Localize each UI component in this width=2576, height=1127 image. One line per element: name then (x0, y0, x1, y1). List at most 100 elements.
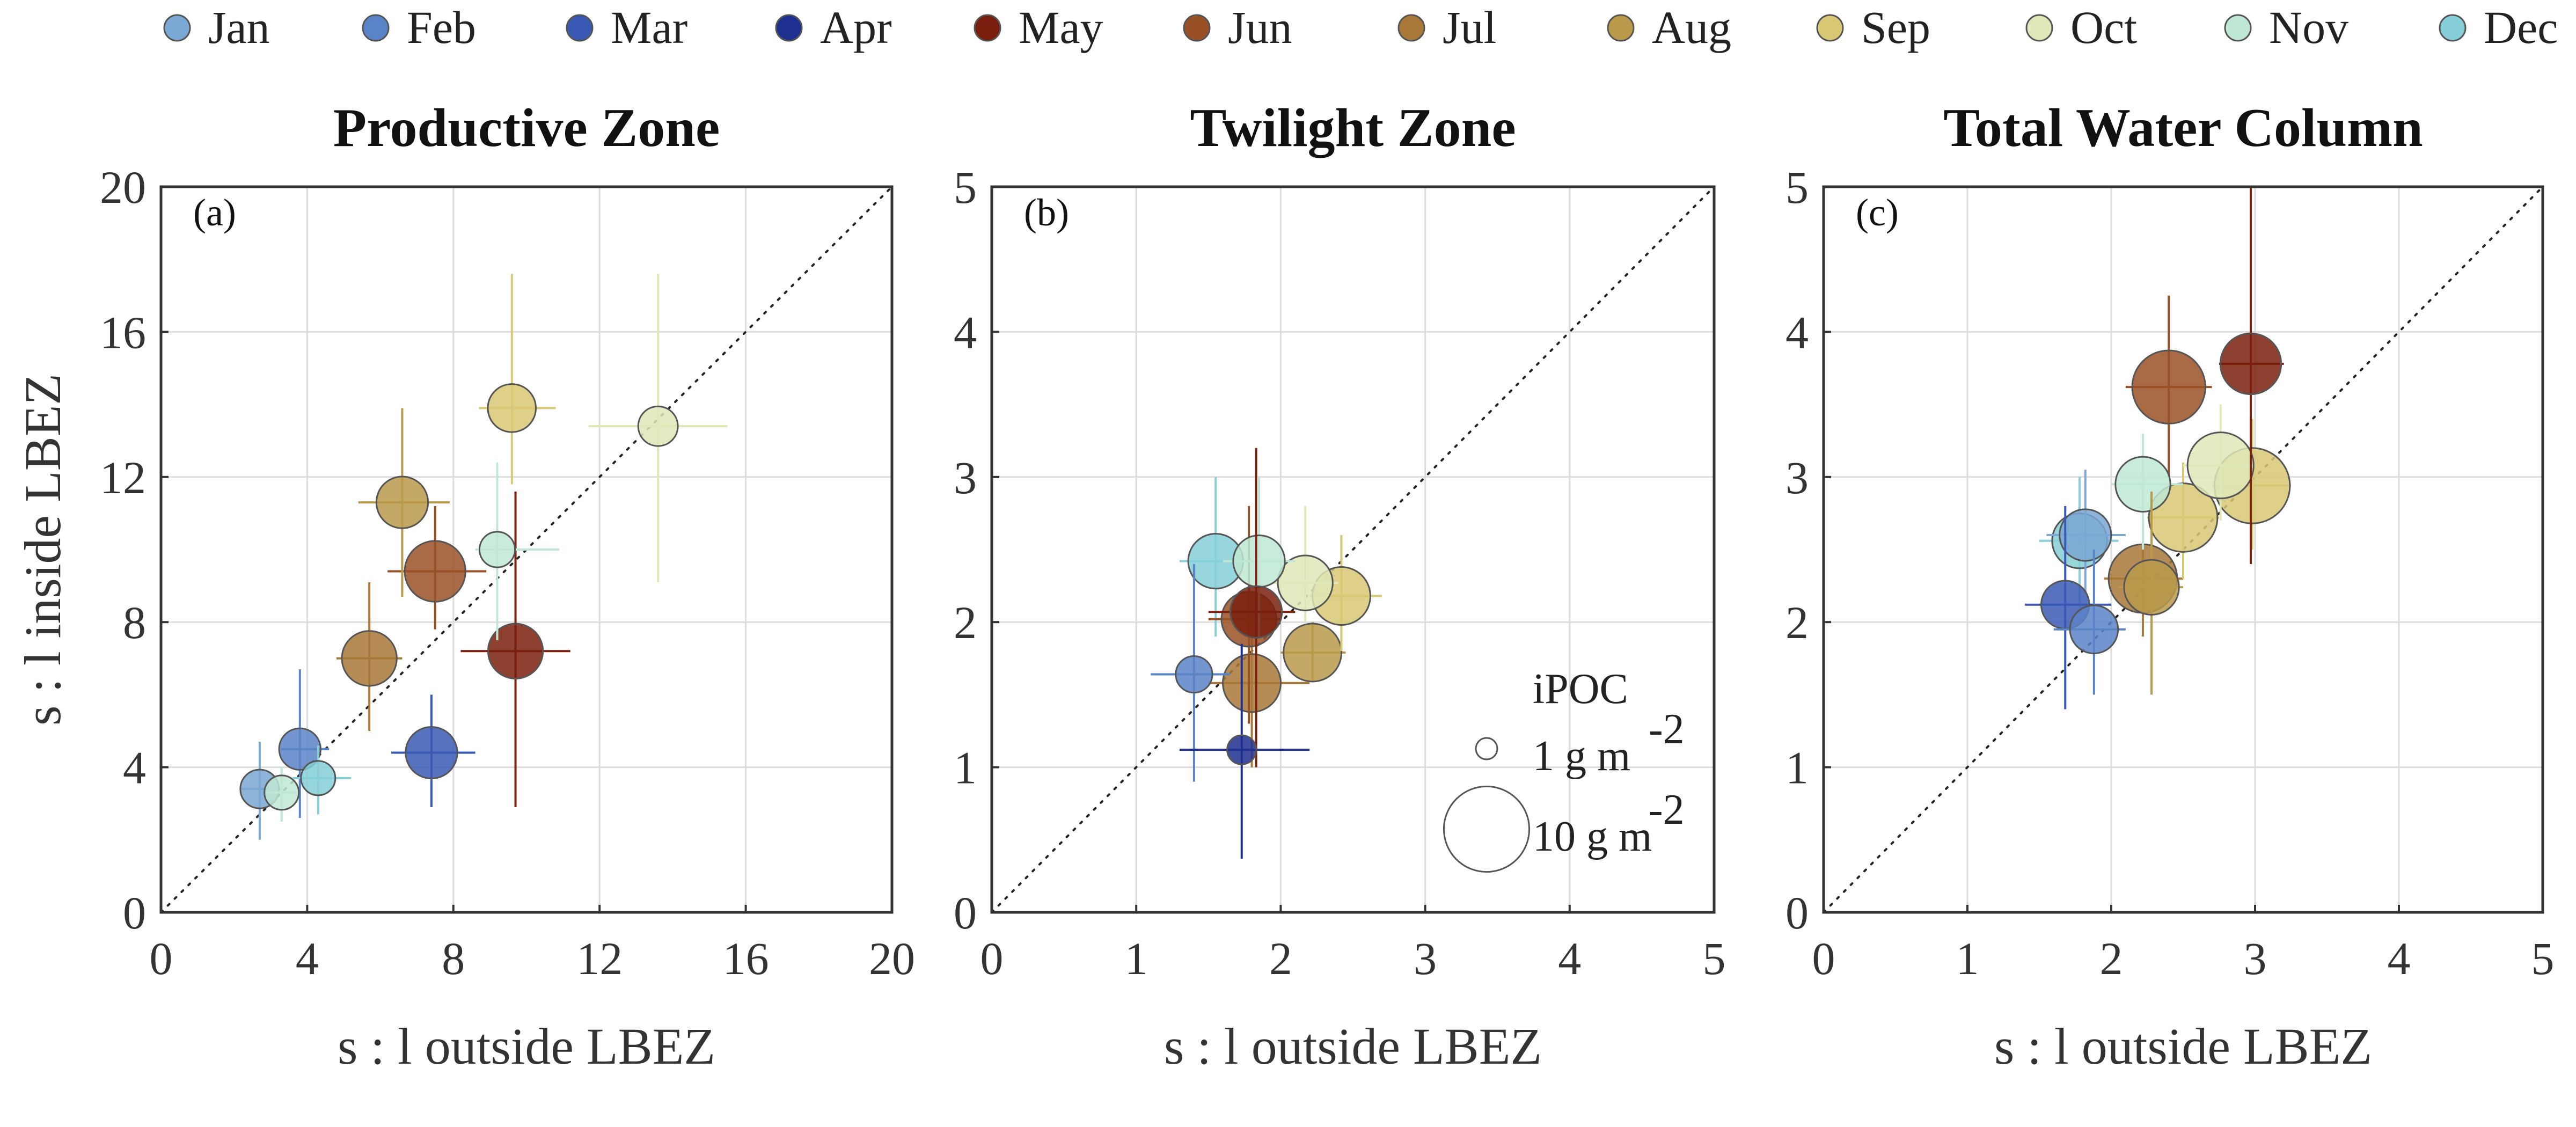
size-legend-label: 1 g m (1533, 733, 1630, 780)
identity-line (1823, 186, 2544, 913)
data-point-jun (387, 506, 487, 630)
panel-letter: (a) (193, 191, 236, 234)
legend-marker-jul (1397, 14, 1425, 42)
legend-label-nov: Nov (2269, 2, 2348, 53)
x-tick-label: 8 (442, 933, 465, 984)
legend-marker-jan (163, 14, 191, 42)
x-tick-label: 4 (296, 933, 319, 984)
legend-marker-oct (2025, 14, 2053, 42)
y-tick-label: 0 (123, 887, 146, 939)
data-point-nov (2111, 433, 2183, 550)
legend-label-may: May (1019, 2, 1103, 53)
y-tick-label: 4 (1785, 306, 1809, 358)
x-axis-label: s : l outside LBEZ (1164, 1018, 1542, 1075)
plot-frame (159, 185, 894, 914)
legend-marker-mar (566, 14, 594, 42)
y-tick-label: 8 (123, 597, 146, 648)
x-tick-label: 12 (576, 933, 623, 984)
y-tick-label: 4 (123, 742, 146, 794)
y-tick-label: 5 (1785, 162, 1809, 213)
y-axis-label: s : l inside LBEZ (14, 374, 71, 726)
x-tick-label: 20 (869, 933, 915, 984)
y-tick-label: 4 (954, 306, 977, 358)
legend-label-dec: Dec (2484, 2, 2558, 53)
legend-marker-dec (2439, 14, 2467, 42)
legend-label-feb: Feb (407, 2, 476, 53)
data-point-nov (264, 767, 300, 822)
data-point-may (460, 491, 570, 807)
month-legend: Jan Feb Mar Apr May Jun Jul Aug Sep Oct Nov Dec (163, 2, 2558, 53)
legend-marker-apr (775, 14, 803, 42)
y-tick-label: 12 (100, 452, 146, 503)
data-point-aug (1280, 622, 1346, 683)
data-point-sep (479, 274, 556, 485)
data-point-aug (358, 408, 450, 597)
panel-title: Total Water Column (1943, 98, 2423, 158)
y-tick-label: 16 (100, 306, 146, 358)
x-tick-label: 1 (1956, 933, 1979, 984)
identity-line (991, 186, 1715, 913)
plot-frame (1822, 185, 2544, 914)
data-point-may (1208, 448, 1296, 767)
plot-frame (990, 185, 1716, 914)
size-legend-label: 10 g m (1533, 813, 1652, 860)
legend-marker-may (974, 14, 1001, 42)
y-tick-label: 0 (1785, 887, 1809, 939)
data-point-jan (2046, 470, 2126, 594)
size-legend-exponent: -2 (1649, 706, 1685, 753)
x-tick-label: 5 (1703, 933, 1726, 984)
panel-letter: (b) (1024, 191, 1069, 234)
panel-title: Productive Zone (333, 98, 720, 158)
legend-label-oct: Oct (2070, 2, 2137, 53)
legend-marker-aug (1607, 14, 1635, 42)
y-tick-label: 5 (954, 162, 977, 213)
legend-marker-jun (1183, 14, 1211, 42)
x-tick-label: 4 (1558, 933, 1581, 984)
y-tick-label: 2 (1785, 597, 1809, 648)
panel-2: Twilight Zone 0 1 2 3 4 5 0 1 2 3 4 5 (b) s : l outsid… (954, 98, 1726, 1075)
data-point-oct (2183, 404, 2255, 521)
legend-label-jan: Jan (208, 2, 270, 53)
x-axis-label: s : l outside LBEZ (338, 1018, 715, 1075)
data-point-jun (2125, 295, 2212, 477)
data-point-oct (588, 274, 728, 582)
y-tick-label: 1 (954, 742, 977, 794)
panel-3: Total Water Column 0 1 2 3 4 5 0 1 2 3 4 5 (c) s : l o… (1785, 98, 2555, 1075)
legend-marker-sep (1816, 14, 1844, 42)
data-point-dec (292, 745, 352, 815)
data-point-feb (2053, 550, 2126, 695)
data-point-mar (391, 694, 475, 807)
size-legend-exponent: -2 (1649, 786, 1685, 833)
panel-letter: (c) (1856, 191, 1899, 234)
legend-label-aug: Aug (1652, 2, 1731, 53)
y-tick-label: 1 (1785, 742, 1809, 794)
data-point-nov (1223, 477, 1296, 637)
legend-label-sep: Sep (1861, 2, 1930, 53)
x-tick-label: 0 (1812, 933, 1835, 984)
legend-label-jul: Jul (1443, 2, 1496, 53)
legend-label-jun: Jun (1228, 2, 1292, 53)
legend-marker-feb (362, 14, 390, 42)
x-tick-label: 0 (980, 933, 1004, 984)
data-point-nov (475, 462, 560, 640)
y-tick-label: 0 (954, 887, 977, 939)
data-point-feb (1151, 564, 1231, 782)
data-point-oct (1273, 506, 1339, 623)
size-legend-marker (1475, 737, 1498, 760)
x-tick-label: 16 (723, 933, 769, 984)
y-tick-label: 3 (954, 452, 977, 503)
x-tick-label: 2 (1269, 933, 1292, 984)
x-tick-label: 1 (1125, 933, 1148, 984)
data-point-apr (1179, 643, 1310, 859)
data-point-may (2219, 187, 2284, 565)
legend-marker-nov (2224, 14, 2252, 42)
x-tick-label: 0 (150, 933, 173, 984)
data-point-feb (278, 669, 330, 818)
panel-1: Productive Zone 0 4 8 12 16 20 0 4 8 12 16 20 (a) s : … (14, 98, 915, 1075)
size-legend-marker (1443, 785, 1531, 873)
y-tick-label: 20 (100, 162, 146, 213)
y-tick-label: 2 (954, 597, 977, 648)
